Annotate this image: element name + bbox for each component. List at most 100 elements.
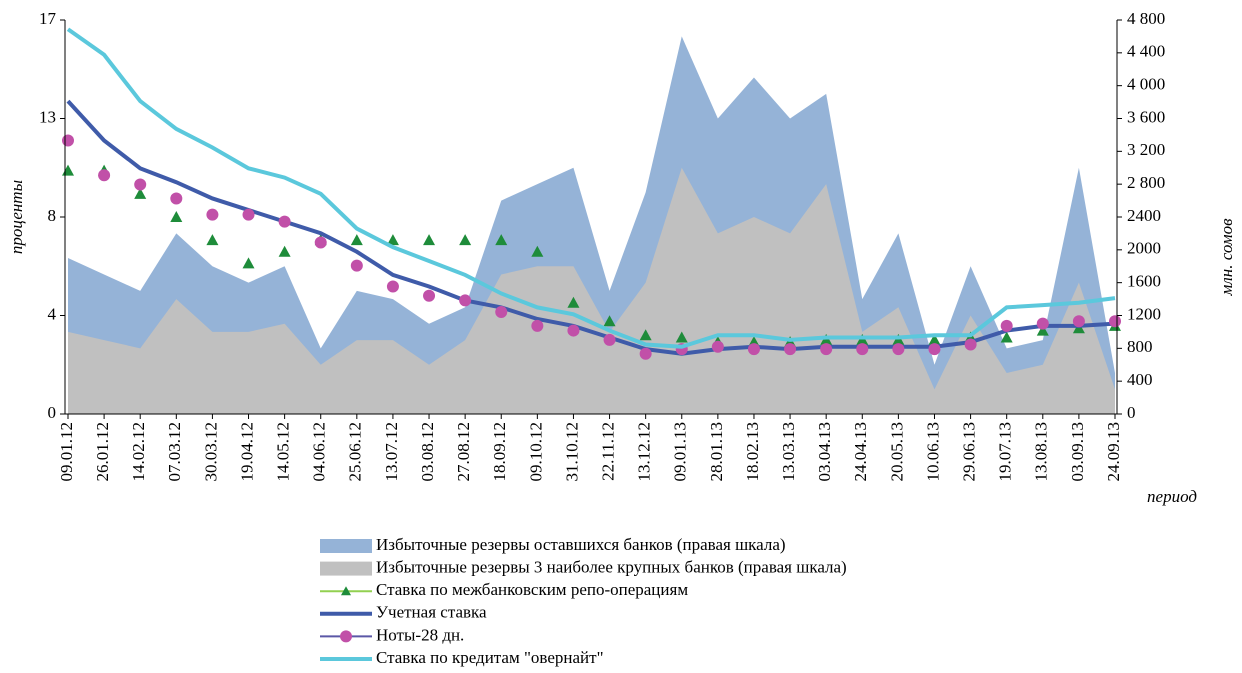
y2-tick-label: 1200: [1127, 304, 1161, 323]
legend-swatch: [320, 561, 372, 576]
y2-tick-label: 2 800: [1127, 173, 1165, 192]
x-tick-label: 10.06.13: [923, 422, 942, 482]
circle-marker: [495, 306, 508, 319]
circle-marker: [1036, 317, 1049, 330]
circle-marker: [459, 294, 472, 307]
x-tick-label: 04.06.12: [310, 422, 329, 482]
circle-marker: [62, 134, 74, 147]
y2-tick-label: 4 800: [1127, 9, 1165, 28]
circle-marker: [567, 324, 580, 337]
y2-tick-label: 3 600: [1127, 107, 1165, 126]
legend-marker: [341, 586, 351, 596]
x-tick-label: 31.10.12: [562, 422, 581, 482]
circle-marker: [1000, 319, 1013, 332]
x-tick-label: 25.06.12: [346, 422, 365, 482]
triangle-marker: [495, 234, 508, 246]
triangle-marker: [278, 245, 291, 257]
triangle-marker: [1036, 324, 1049, 336]
circle-marker: [170, 192, 183, 205]
circle-marker: [820, 343, 833, 356]
triangle-marker: [639, 329, 652, 341]
x-tick-label: 09.10.12: [526, 422, 545, 482]
circle-marker: [278, 215, 291, 228]
circle-marker: [1072, 315, 1085, 328]
y-tick-label: 13: [39, 107, 56, 126]
circle-marker: [892, 343, 905, 356]
circle-marker: [1109, 315, 1121, 328]
triangle-marker: [603, 315, 616, 327]
x-tick-label: 27.08.12: [454, 422, 473, 482]
circle-marker: [350, 259, 363, 272]
x-tick-label: 18.09.12: [490, 422, 509, 482]
x-tick-label: 24.04.13: [851, 422, 870, 482]
y2-tick-label: 800: [1127, 337, 1153, 356]
x-tick-label: 14.02.12: [129, 422, 148, 482]
x-tick-label: 13.08.13: [1032, 422, 1051, 482]
triangle-marker: [62, 164, 74, 176]
y2-tick-label: 0: [1127, 403, 1136, 422]
legend-label: Ставка по межбанковским репо-операциям: [376, 580, 688, 599]
triangle-marker: [134, 187, 147, 199]
x-tick-label: 09.01.13: [671, 422, 690, 482]
triangle-marker: [386, 234, 399, 246]
x-tick-label: 13.07.12: [382, 422, 401, 482]
area: [68, 167, 1115, 414]
triangle-marker: [567, 296, 580, 308]
y-axis-label: проценты: [7, 180, 26, 254]
x-tick-label: 19.04.12: [237, 422, 256, 482]
circle-marker: [314, 236, 327, 249]
legend-label: Учетная ставка: [376, 603, 487, 622]
circle-marker: [964, 338, 977, 351]
triangle-marker: [170, 211, 183, 222]
x-tick-label: 07.03.12: [165, 422, 184, 482]
x-tick-label: 26.01.12: [93, 422, 112, 482]
line: [66, 27, 1116, 349]
circle-marker: [711, 340, 724, 353]
triangle-marker: [531, 245, 544, 257]
y2-tick-label: 2000: [1127, 239, 1161, 258]
y2-tick-label: 4 000: [1127, 75, 1165, 94]
circle-marker: [856, 343, 869, 356]
x-tick-label: 18.02.13: [743, 422, 762, 482]
circle-marker: [639, 347, 652, 360]
legend-marker: [340, 630, 352, 643]
legend-label: Ноты-28 дн.: [376, 625, 464, 644]
circle-marker: [98, 169, 111, 182]
x-tick-label: 29.06.13: [959, 422, 978, 482]
triangle-marker: [423, 234, 436, 246]
circle-marker: [242, 208, 255, 221]
y-tick-label: 17: [39, 9, 57, 28]
y2-axis-label: млн. сомов: [1217, 218, 1236, 297]
y-tick-label: 4: [48, 304, 57, 323]
x-tick-label: 30.03.12: [201, 422, 220, 482]
legend-label: Ставка по кредитам "овернайт": [376, 648, 604, 667]
x-tick-label: 20.05.13: [887, 422, 906, 482]
circle-marker: [928, 343, 941, 356]
y-tick-label: 0: [48, 403, 57, 422]
circle-marker: [386, 280, 399, 293]
x-tick-label: 14.05.12: [274, 422, 293, 482]
line: [66, 99, 1116, 356]
triangle-marker: [242, 257, 255, 269]
circle-marker: [423, 289, 436, 302]
x-tick-label: 13.12.12: [635, 422, 654, 482]
y2-tick-label: 4 400: [1127, 42, 1165, 61]
circle-marker: [747, 343, 760, 356]
x-tick-label: 03.09.13: [1068, 422, 1087, 482]
x-tick-label: 22.11.12: [598, 422, 617, 481]
x-tick-label: 03.08.12: [418, 422, 437, 482]
x-tick-label: 28.01.13: [707, 422, 726, 482]
legend-label: Избыточные резервы оставшихся банков (пр…: [376, 535, 786, 554]
circle-marker: [531, 319, 544, 332]
x-tick-label: 24.09.13: [1104, 422, 1123, 482]
y2-tick-label: 400: [1127, 370, 1153, 389]
triangle-marker: [206, 234, 219, 246]
circle-marker: [603, 333, 616, 346]
triangle-marker: [928, 333, 941, 345]
x-axis-label: период: [1147, 487, 1197, 506]
y2-tick-label: 2400: [1127, 206, 1161, 225]
x-tick-label: 13.03.13: [779, 422, 798, 482]
y2-tick-label: 1600: [1127, 272, 1161, 291]
triangle-marker: [675, 331, 688, 343]
